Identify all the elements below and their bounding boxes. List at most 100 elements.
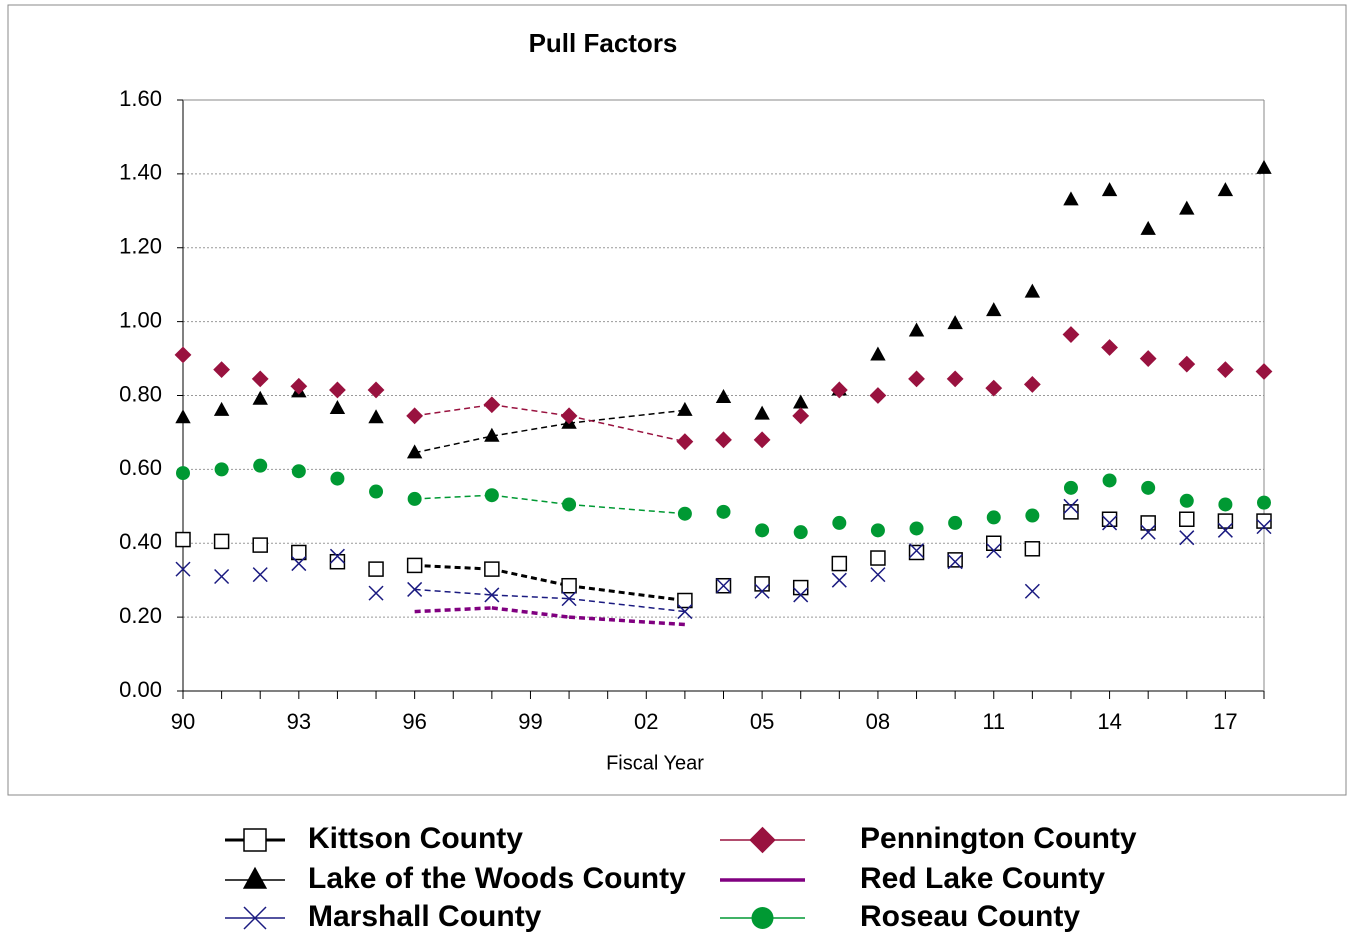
- marker: [484, 587, 500, 603]
- y-tick-label: 1.60: [119, 86, 162, 111]
- legend-marker: [242, 866, 268, 889]
- marker: [948, 515, 963, 530]
- marker: [368, 409, 384, 424]
- y-tick-label: 0.40: [119, 529, 162, 554]
- legend-label: Marshall County: [308, 900, 542, 933]
- marker: [1101, 511, 1118, 527]
- series: [174, 326, 1273, 451]
- marker: [715, 578, 732, 594]
- marker: [369, 484, 384, 499]
- marker: [869, 387, 887, 404]
- chart-frame: [7, 4, 1347, 796]
- marker: [484, 488, 499, 503]
- legend-label: Lake of the Woods County: [308, 862, 686, 895]
- marker: [1256, 513, 1272, 529]
- marker: [329, 381, 346, 399]
- marker: [793, 394, 809, 409]
- marker: [909, 521, 924, 536]
- marker: [1217, 522, 1233, 538]
- legend-label: Red Lake County: [860, 862, 1105, 895]
- marker: [484, 427, 500, 442]
- gap-connector: [491, 422, 570, 437]
- marker: [870, 550, 886, 566]
- marker: [561, 591, 577, 607]
- marker: [291, 464, 306, 479]
- legend-label: Pennington County: [860, 822, 1137, 855]
- marker: [1178, 355, 1196, 373]
- marker: [908, 544, 925, 561]
- marker: [1023, 376, 1041, 393]
- marker: [985, 379, 1003, 397]
- marker: [908, 370, 925, 388]
- marker: [1257, 495, 1271, 510]
- marker: [252, 537, 268, 553]
- legend-marker: [751, 907, 774, 929]
- marker: [291, 544, 307, 561]
- x-axis-label: Fiscal Year: [606, 752, 704, 774]
- marker: [986, 302, 1002, 317]
- y-tick-label: 1.20: [119, 234, 162, 259]
- marker: [870, 567, 886, 583]
- marker: [1063, 504, 1079, 520]
- marker: [1179, 511, 1195, 527]
- marker: [1101, 182, 1118, 197]
- marker: [986, 543, 1002, 559]
- series: [175, 499, 1272, 620]
- gap-connector: [491, 606, 570, 619]
- marker: [1140, 524, 1156, 540]
- marker: [754, 576, 770, 592]
- marker: [831, 572, 847, 588]
- gap-connector: [491, 403, 570, 417]
- marker: [830, 381, 848, 399]
- y-tick-label: 0.00: [119, 677, 162, 702]
- marker: [715, 431, 732, 449]
- y-tick-label: 0.60: [119, 455, 162, 480]
- marker: [1024, 583, 1040, 599]
- marker: [793, 525, 808, 540]
- marker: [407, 581, 423, 597]
- legend-label: Roseau County: [860, 900, 1080, 933]
- x-tick-label: 08: [866, 709, 890, 734]
- marker: [677, 592, 693, 609]
- marker: [986, 510, 1001, 525]
- marker: [174, 346, 192, 364]
- x-tick-label: 93: [287, 709, 311, 734]
- marker: [1179, 200, 1195, 215]
- marker: [175, 409, 191, 424]
- y-tick-label: 0.20: [119, 603, 162, 628]
- legend-label: Kittson County: [308, 822, 523, 855]
- x-tick-label: 99: [518, 709, 542, 734]
- x-tick-label: 11: [982, 709, 1005, 734]
- marker: [1063, 191, 1079, 206]
- marker: [1217, 513, 1234, 529]
- marker: [483, 396, 501, 414]
- marker: [1102, 515, 1118, 531]
- gap-connector: [414, 606, 492, 614]
- chart-title: Pull Factors: [529, 28, 678, 58]
- marker: [754, 583, 770, 599]
- marker: [1255, 363, 1273, 380]
- y-tick-label: 0.80: [119, 381, 162, 406]
- y-tick-label: 1.00: [119, 307, 162, 332]
- gap-connector: [414, 403, 492, 417]
- marker: [214, 462, 229, 477]
- legend-marker: [243, 828, 267, 852]
- marker: [290, 377, 308, 395]
- marker: [1063, 480, 1078, 495]
- marker: [947, 554, 963, 570]
- marker: [329, 400, 346, 415]
- marker: [1101, 339, 1118, 356]
- marker: [1024, 541, 1041, 557]
- x-tick-label: 05: [750, 709, 774, 734]
- x-tick-label: 17: [1213, 709, 1237, 734]
- marker: [253, 458, 268, 473]
- marker: [1216, 361, 1234, 379]
- gap-connector: [414, 494, 492, 500]
- marker: [214, 568, 230, 585]
- marker: [175, 561, 191, 577]
- x-tick-label: 96: [402, 709, 426, 734]
- marker: [175, 531, 191, 548]
- marker: [753, 431, 771, 449]
